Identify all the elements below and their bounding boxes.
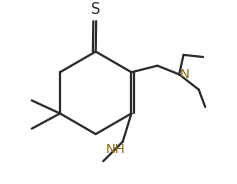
Text: NH: NH <box>105 143 125 156</box>
Text: S: S <box>91 2 101 17</box>
Text: N: N <box>180 68 190 81</box>
